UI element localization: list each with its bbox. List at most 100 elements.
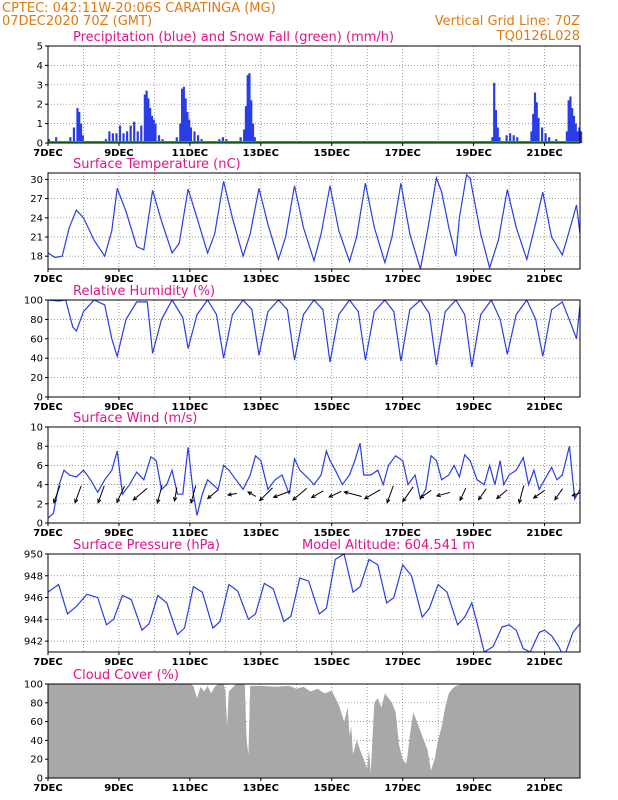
precip-bar	[540, 127, 544, 143]
cloud-ytick-label: 80	[30, 698, 43, 709]
precip-bar	[571, 108, 574, 143]
wind-arrow-head	[532, 494, 538, 499]
temp-xtick-label: 17DEC	[384, 274, 420, 285]
wind-arrow-head	[132, 496, 138, 501]
wind-arrow	[207, 489, 219, 499]
wind-arrow-head	[571, 492, 577, 497]
wind-xtick-label: 17DEC	[384, 528, 420, 539]
rh-frame	[47, 299, 581, 398]
precip-bar	[516, 137, 519, 143]
wind-title: Surface Wind (m/s)	[73, 411, 197, 426]
wind-arrow	[273, 490, 291, 498]
wind-arrow-head	[292, 496, 297, 501]
precip-bar	[76, 108, 79, 143]
precip-bar	[122, 133, 125, 143]
pressure-xtick-label: 11DEC	[172, 657, 208, 668]
pressure-xtick-label: 15DEC	[314, 657, 350, 668]
cloud-xtick-label: 9DEC	[104, 783, 133, 794]
temp-panel: 18 21 24 27 30 7DEC 9DEC 11DEC 13DEC 15DEC 17DEC 19…	[30, 157, 581, 285]
cloud-ytick-label: 100	[24, 680, 43, 691]
cloud-frame	[47, 683, 581, 779]
temp-frame	[47, 172, 581, 270]
wind-ytick-label: 4	[37, 480, 43, 491]
precip-bar	[72, 127, 75, 143]
wind-arrow-head	[272, 494, 278, 499]
precip-bar	[175, 137, 178, 143]
precip-bar	[565, 131, 568, 143]
wind-arrow	[496, 489, 508, 499]
rh-ytick-label: 0	[37, 393, 43, 404]
precip-bar	[78, 111, 81, 143]
precip-bar	[548, 137, 551, 143]
wind-ytick-label: 10	[30, 423, 43, 434]
precip-bar	[147, 98, 150, 143]
wind-arrow	[554, 488, 564, 501]
rh-title: Relative Humidity (%)	[73, 284, 215, 299]
precip-bar	[496, 127, 499, 143]
wind-arrow	[156, 485, 163, 504]
rh-xtick-label: 19DEC	[455, 402, 491, 413]
wind-arrow-head	[435, 492, 441, 498]
temp-ytick-label: 30	[30, 175, 43, 186]
wind-arrow	[518, 485, 525, 504]
temp-xtick-label: 21DEC	[526, 274, 562, 285]
precip-bar	[149, 108, 152, 143]
pressure-xtick-label: 19DEC	[455, 657, 491, 668]
wind-arrow	[402, 486, 414, 502]
cloud-ytick-label: 0	[37, 774, 43, 785]
rh-xtick-label: 13DEC	[243, 402, 279, 413]
wind-arrow-head	[156, 498, 161, 505]
cloud-xtick-label: 7DEC	[33, 783, 62, 794]
precip-bar	[152, 119, 155, 143]
wind-arrow	[572, 492, 581, 497]
pressure-ytick-label: 950	[24, 550, 43, 561]
wind-arrow-head	[363, 495, 369, 500]
precip-bar	[115, 133, 118, 143]
rh-xtick-label: 11DEC	[172, 402, 208, 413]
wind-arrow	[292, 488, 308, 501]
precip-bar	[248, 73, 251, 143]
wind-arrow-head	[386, 498, 391, 504]
precip-bar	[533, 92, 537, 143]
precip-bar	[494, 110, 498, 143]
wind-frame	[47, 426, 581, 524]
precip-bar	[530, 131, 533, 143]
precip-bar	[512, 135, 515, 143]
precip-xtick-label: 19DEC	[455, 148, 491, 159]
wind-arrow	[259, 487, 273, 501]
wind-arrow	[328, 490, 342, 498]
wind-arrow	[478, 488, 487, 501]
precip-ytick-label: 5	[37, 42, 43, 53]
wind-arrow-head	[310, 493, 316, 499]
precip-bar	[188, 119, 191, 143]
cloud-xtick-label: 13DEC	[243, 783, 279, 794]
temp-xtick-label: 19DEC	[455, 274, 491, 285]
wind-arrow-head	[116, 498, 121, 504]
pressure-ytick-label: 948	[24, 571, 43, 582]
wind-line	[48, 443, 580, 519]
precip-bar	[133, 121, 136, 143]
precip-xtick-label: 9DEC	[104, 148, 133, 159]
rh-xtick-label: 21DEC	[526, 402, 562, 413]
rh-ytick-label: 80	[30, 315, 43, 326]
pressure-panel: 942 944 946 948 950 7DEC 9DEC 11DEC 13DEC 15DEC 17…	[24, 538, 581, 668]
temp-ytick-label: 18	[30, 252, 43, 263]
wind-arrow	[53, 485, 61, 503]
precip-bar	[509, 133, 512, 143]
precip-bar	[129, 125, 132, 143]
cloud-area	[48, 684, 580, 778]
precip-bar	[118, 125, 122, 143]
temp-ytick-label: 24	[30, 213, 43, 224]
rh-ytick-label: 100	[24, 296, 43, 307]
cloud-ytick-label: 60	[30, 717, 43, 728]
precip-bar	[250, 100, 253, 143]
temp-xtick-label: 7DEC	[33, 274, 62, 285]
precip-bar	[108, 131, 111, 143]
pressure-ytick-label: 942	[24, 637, 43, 648]
rh-ytick-label: 60	[30, 334, 43, 345]
precip-xtick-label: 15DEC	[314, 148, 350, 159]
precip-bar	[532, 113, 535, 143]
wind-xtick-label: 9DEC	[104, 528, 133, 539]
wind-arrow	[386, 485, 394, 503]
cloud-title: Cloud Cover (%)	[73, 668, 179, 683]
